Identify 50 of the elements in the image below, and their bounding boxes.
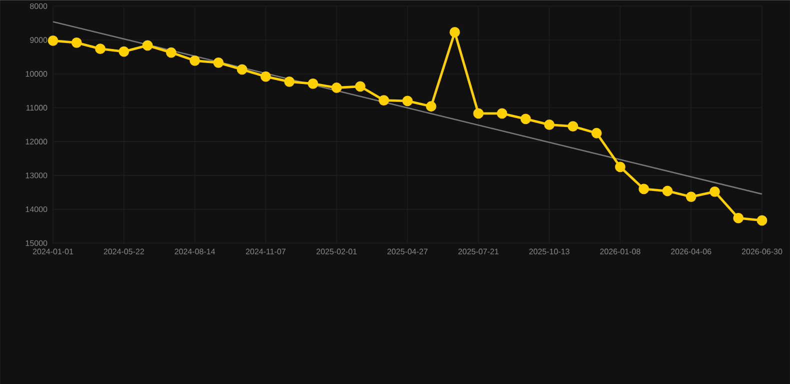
point <box>662 186 673 196</box>
x-tick-label: 2025-04-27 <box>387 248 428 254</box>
y-tick-label: 13000 <box>26 172 48 178</box>
point <box>710 186 720 197</box>
x-tick-label: 2025-02-01 <box>316 248 357 254</box>
y-tick-label: 14000 <box>26 206 48 212</box>
y-tick-label: 9000 <box>30 37 48 43</box>
x-tick-label: 2025-07-21 <box>458 248 498 254</box>
point <box>496 108 508 119</box>
x-tick-label: 2024-11-07 <box>246 248 286 254</box>
point <box>686 192 696 202</box>
point <box>48 35 58 46</box>
point <box>756 215 768 226</box>
point <box>450 26 460 38</box>
point <box>236 64 248 75</box>
point <box>213 57 224 68</box>
point <box>591 128 602 138</box>
x-tick-label: 2026-04-06 <box>671 248 712 254</box>
x-tick-label: 2026-01-08 <box>600 248 640 254</box>
x-tick-label: 2025-10-13 <box>529 248 570 254</box>
y-tick-label: 12000 <box>26 138 48 144</box>
point <box>402 96 413 106</box>
point <box>142 40 153 51</box>
y-tick-label: 8000 <box>30 3 48 9</box>
point <box>166 47 176 58</box>
x-tick-label: 2026-06-30 <box>742 248 782 254</box>
y-tick-label: 15000 <box>26 240 48 246</box>
point <box>284 76 295 87</box>
point <box>331 82 342 93</box>
point <box>95 44 106 54</box>
point <box>260 71 271 82</box>
point <box>308 78 318 89</box>
point <box>426 101 436 112</box>
x-tick-label: 2024-08-14 <box>174 248 216 254</box>
point <box>190 55 200 66</box>
point <box>544 119 554 130</box>
point <box>118 46 130 57</box>
point <box>520 114 531 124</box>
y-tick-label: 11000 <box>26 104 48 110</box>
x-tick-label: 2024-05-22 <box>104 248 144 254</box>
y-tick-label: 10000 <box>26 70 48 77</box>
point <box>71 37 82 48</box>
point <box>473 108 484 119</box>
point <box>378 95 390 106</box>
point <box>614 162 626 172</box>
point <box>568 121 578 132</box>
point <box>733 212 744 224</box>
point <box>355 81 366 92</box>
x-tick-label: 2024-01-01 <box>32 248 74 254</box>
point <box>638 184 650 194</box>
